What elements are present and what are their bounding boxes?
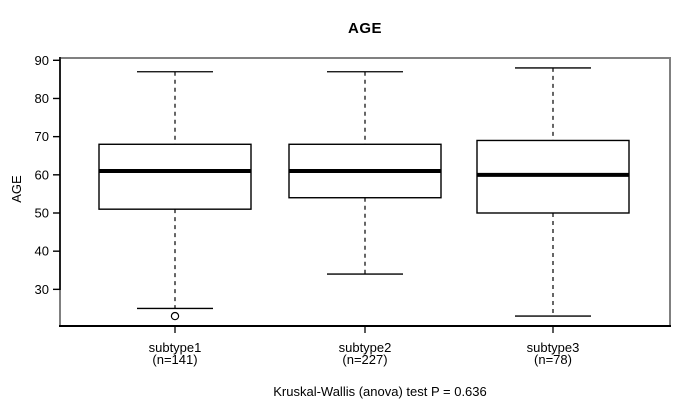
- y-tick-label: 50: [35, 205, 49, 220]
- category-count-label: (n=141): [152, 352, 197, 367]
- y-tick-label: 60: [35, 167, 49, 182]
- outlier-point: [170, 311, 180, 321]
- category-label: subtype2: [339, 340, 392, 355]
- y-tick-label: 40: [35, 244, 49, 259]
- y-tick-label: 30: [35, 282, 49, 297]
- category-label: subtype1: [149, 340, 202, 355]
- y-tick-label: 90: [35, 53, 49, 68]
- chart-title: AGE: [347, 20, 382, 37]
- iqr-box-subtype1: [98, 143, 252, 210]
- y-tick-label: 80: [35, 91, 49, 106]
- category-count-label: (n=78): [534, 352, 572, 367]
- stat-test-annotation: Kruskal-Wallis (anova) test P = 0.636: [273, 384, 487, 399]
- category-label: subtype3: [527, 340, 580, 355]
- category-count-label: (n=227): [342, 352, 387, 367]
- y-tick-label: 70: [35, 129, 49, 144]
